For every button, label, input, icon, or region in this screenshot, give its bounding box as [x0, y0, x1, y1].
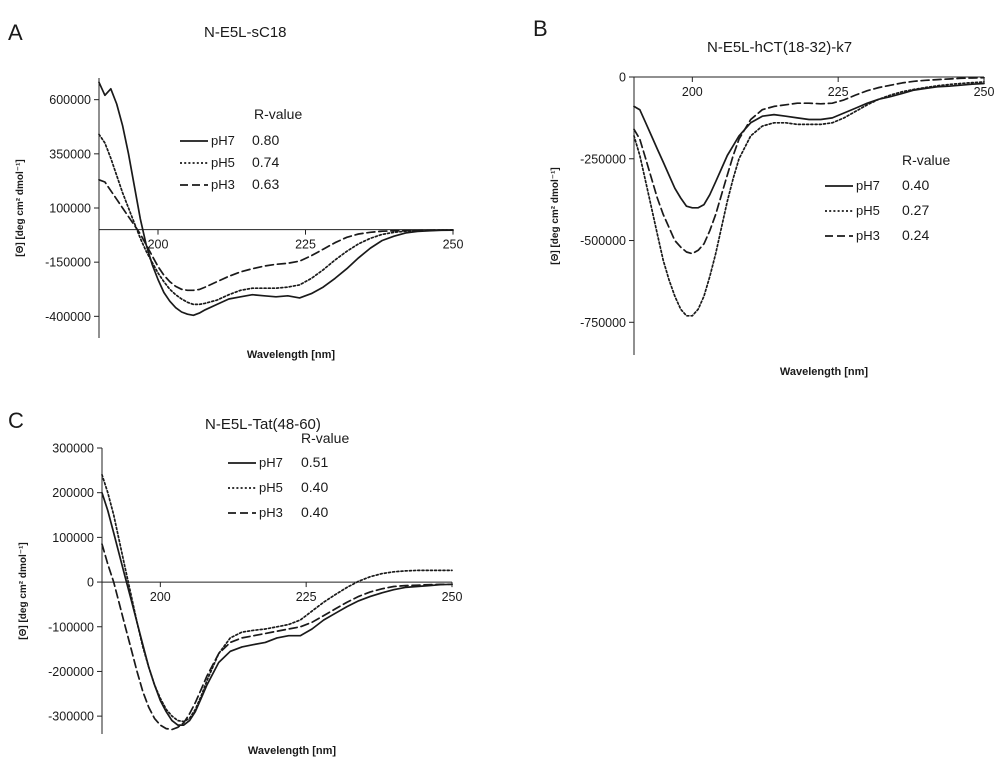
panel-c-legend-r-value: 0.40 [301, 504, 328, 520]
panel-c-y-tick-label: 100000 [52, 531, 94, 545]
panel-a-x-tick-label: 225 [295, 238, 316, 252]
panel-b-legend-r-value: 0.24 [902, 227, 929, 243]
panel-c-y-tick-label: -300000 [48, 710, 94, 724]
panel-b-letter: B [533, 16, 548, 41]
panel-a-y-axis-label: [Θ] [deg cm² dmol⁻¹] [15, 159, 26, 257]
panel-c-y-tick-label: -100000 [48, 620, 94, 634]
panel-a-series-ph3 [98, 178, 454, 292]
panel-c-series-ph7 [101, 491, 453, 726]
panel-c-x-axis-label: Wavelength [nm] [248, 745, 337, 757]
panel-b-x-axis-label: Wavelength [nm] [780, 366, 869, 378]
panel-c-series-ph3 [101, 543, 453, 731]
panel-c-y-tick-label: 0 [87, 576, 94, 590]
panel-b-series-ph3 [633, 76, 985, 255]
panel-c-legend-title: R-value [301, 430, 349, 446]
panel-a-y-tick-label: -400000 [45, 310, 91, 324]
panel-c-y-tick-label: -200000 [48, 665, 94, 679]
panel-a-y-tick-label: 350000 [49, 147, 91, 161]
panel-c-series-ph5 [101, 473, 453, 723]
panel-a-legend-r-value: 0.80 [252, 132, 279, 148]
panel-a-legend-r-value: 0.74 [252, 154, 279, 170]
panel-c-y-tick-label: 200000 [52, 486, 94, 500]
panel-a-y-tick-label: 600000 [49, 93, 91, 107]
panel-c-x-tick-label: 250 [442, 590, 463, 604]
panel-b-legend-label: pH3 [856, 228, 880, 243]
panel-a-legend-label: pH5 [211, 155, 235, 170]
panel-c-y-axis-label: [Θ] [deg cm² dmol⁻¹] [18, 542, 29, 640]
panel-c-group: C N-E5L-Tat(48-60) 300000 200000 100000 0 -100… [8, 408, 462, 757]
panel-a-legend-title: R-value [254, 106, 302, 122]
panel-c-legend-label: pH5 [259, 480, 283, 495]
panel-b-legend-r-value: 0.27 [902, 202, 929, 218]
panel-b-title: N-E5L-hCT(18-32)-k7 [707, 39, 852, 56]
panel-c-letter: C [8, 408, 24, 433]
panel-b-y-tick-label: -750000 [580, 316, 626, 330]
panel-a-group: A N-E5L-sC18 -400000 -150000 100000 350000 600… [8, 20, 463, 361]
panel-b-x-tick-label: 225 [828, 85, 849, 99]
panel-b-x-tick-label: 200 [682, 85, 703, 99]
panel-c-legend-r-value: 0.51 [301, 454, 328, 470]
panel-c-legend-label: pH7 [259, 455, 283, 470]
panel-a-series-ph5 [98, 133, 454, 306]
panel-c-y-tick-label: 300000 [52, 442, 94, 456]
panel-a-letter: A [8, 20, 23, 45]
panel-a-legend-label: pH7 [211, 133, 235, 148]
panel-a-legend-label: pH3 [211, 177, 235, 192]
panel-a-title: N-E5L-sC18 [204, 24, 287, 41]
panel-b-series-ph5 [633, 81, 985, 317]
panel-a-x-tick-label: 250 [443, 238, 464, 252]
panel-b-y-axis-label: [Θ] [deg cm² dmol⁻¹] [550, 167, 561, 265]
panel-a-y-tick-label: -150000 [45, 256, 91, 270]
panel-c-x-tick-label: 225 [296, 590, 317, 604]
panel-b-legend-title: R-value [902, 152, 950, 168]
panel-c-legend-r-value: 0.40 [301, 479, 328, 495]
panel-b-group: B N-E5L-hCT(18-32)-k7 0 -250000 -500000 -7500… [533, 16, 994, 378]
panel-a-y-tick-label: 100000 [49, 202, 91, 216]
panel-c-legend-label: pH3 [259, 505, 283, 520]
panel-b-legend-label: pH5 [856, 203, 880, 218]
panel-c-x-tick-label: 200 [150, 590, 171, 604]
panel-a-x-tick-label: 200 [148, 238, 169, 252]
panel-b-y-tick-label: -250000 [580, 152, 626, 166]
panel-b-series-ph7 [633, 82, 985, 209]
panel-b-y-tick-label: -500000 [580, 234, 626, 248]
panel-a-series-ph7 [98, 81, 454, 317]
panel-a-legend-r-value: 0.63 [252, 176, 279, 192]
panel-b-y-tick-label: 0 [619, 71, 626, 85]
panel-a-x-axis-label: Wavelength [nm] [247, 349, 336, 361]
panel-c-title: N-E5L-Tat(48-60) [205, 416, 321, 433]
panel-b-legend-r-value: 0.40 [902, 177, 929, 193]
panel-b-x-tick-label: 250 [974, 85, 995, 99]
panel-b-legend-label: pH7 [856, 178, 880, 193]
